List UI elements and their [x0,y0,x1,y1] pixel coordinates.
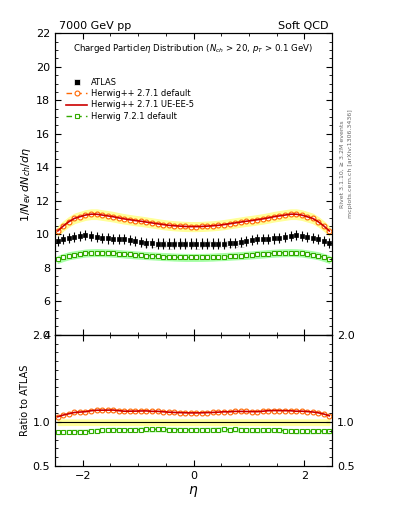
Text: Soft QCD: Soft QCD [278,20,328,31]
Text: 7000 GeV pp: 7000 GeV pp [59,20,131,31]
Legend: ATLAS, Herwig++ 2.7.1 default, Herwig++ 2.7.1 UE-EE-5, Herwig 7.2.1 default: ATLAS, Herwig++ 2.7.1 default, Herwig++ … [65,77,196,122]
X-axis label: $\eta$: $\eta$ [188,483,199,499]
Text: Rivet 3.1.10, ≥ 3.2M events: Rivet 3.1.10, ≥ 3.2M events [340,120,345,208]
Text: Charged Particle$\eta$ Distribution ($N_{ch}$ > 20, $p_{T}$ > 0.1 GeV): Charged Particle$\eta$ Distribution ($N_… [73,42,314,55]
Y-axis label: Ratio to ATLAS: Ratio to ATLAS [20,365,29,436]
Text: ATLAS_2010_S8918562: ATLAS_2010_S8918562 [141,240,246,249]
Text: mcplots.cern.ch [arXiv:1306.3436]: mcplots.cern.ch [arXiv:1306.3436] [348,110,353,218]
Y-axis label: $1/N_{ev}\,dN_{ch}/d\eta$: $1/N_{ev}\,dN_{ch}/d\eta$ [19,146,33,222]
